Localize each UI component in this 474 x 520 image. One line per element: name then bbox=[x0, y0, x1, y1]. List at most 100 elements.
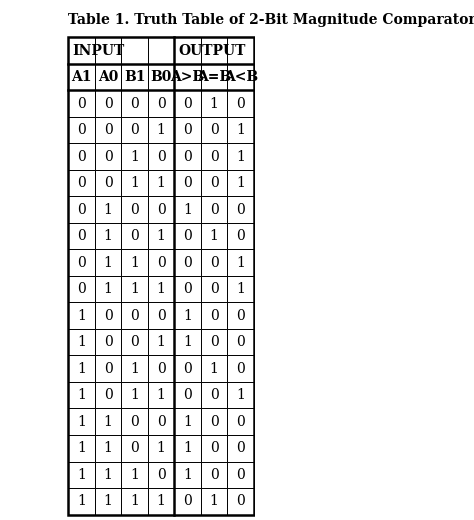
Text: 0: 0 bbox=[130, 203, 139, 217]
Bar bbox=[68, 382, 95, 409]
Text: 1: 1 bbox=[236, 282, 245, 296]
Bar bbox=[174, 276, 201, 303]
Text: 1: 1 bbox=[104, 495, 112, 509]
Bar bbox=[95, 356, 121, 382]
Text: 1: 1 bbox=[104, 441, 112, 456]
Bar bbox=[148, 170, 174, 197]
Bar bbox=[68, 250, 95, 276]
Text: 0: 0 bbox=[210, 309, 219, 323]
Text: 1: 1 bbox=[77, 495, 86, 509]
Bar bbox=[201, 276, 228, 303]
Text: 1: 1 bbox=[183, 335, 192, 349]
Bar bbox=[148, 462, 174, 488]
Text: 0: 0 bbox=[130, 441, 139, 456]
Bar bbox=[201, 409, 228, 435]
Bar bbox=[68, 435, 95, 462]
Text: 0: 0 bbox=[237, 229, 245, 243]
Text: 0: 0 bbox=[104, 335, 112, 349]
Bar bbox=[148, 303, 174, 329]
Text: 1: 1 bbox=[236, 150, 245, 164]
Bar bbox=[228, 329, 254, 356]
Text: 1: 1 bbox=[77, 309, 86, 323]
Bar bbox=[228, 90, 254, 117]
Text: 0: 0 bbox=[210, 150, 219, 164]
Bar bbox=[228, 462, 254, 488]
Text: A<B: A<B bbox=[224, 70, 258, 84]
Bar bbox=[121, 329, 148, 356]
Bar bbox=[148, 435, 174, 462]
Text: 0: 0 bbox=[77, 150, 86, 164]
Text: 0: 0 bbox=[157, 468, 165, 482]
Text: 0: 0 bbox=[237, 495, 245, 509]
Text: 1: 1 bbox=[157, 229, 165, 243]
Text: 0: 0 bbox=[157, 362, 165, 376]
Bar bbox=[95, 276, 121, 303]
Bar bbox=[201, 250, 228, 276]
Text: 1: 1 bbox=[236, 176, 245, 190]
Bar bbox=[148, 250, 174, 276]
Bar bbox=[174, 144, 201, 170]
Bar bbox=[228, 382, 254, 409]
Text: 0: 0 bbox=[77, 282, 86, 296]
Text: 1: 1 bbox=[183, 415, 192, 429]
Text: 0: 0 bbox=[237, 362, 245, 376]
Bar bbox=[148, 276, 174, 303]
Text: 1: 1 bbox=[183, 441, 192, 456]
Text: 1: 1 bbox=[130, 176, 139, 190]
Text: 1: 1 bbox=[210, 229, 219, 243]
Text: 0: 0 bbox=[210, 256, 219, 270]
Text: 1: 1 bbox=[183, 309, 192, 323]
Bar bbox=[95, 409, 121, 435]
Text: 0: 0 bbox=[104, 388, 112, 402]
Bar bbox=[201, 144, 228, 170]
Text: 0: 0 bbox=[77, 229, 86, 243]
Text: 1: 1 bbox=[104, 282, 112, 296]
Text: 0: 0 bbox=[210, 335, 219, 349]
Text: 0: 0 bbox=[157, 203, 165, 217]
Bar bbox=[68, 303, 95, 329]
Text: 1: 1 bbox=[77, 415, 86, 429]
Text: 1: 1 bbox=[130, 256, 139, 270]
Bar bbox=[95, 37, 121, 64]
Text: INPUT: INPUT bbox=[73, 44, 125, 58]
Text: 0: 0 bbox=[157, 415, 165, 429]
Bar bbox=[148, 329, 174, 356]
Bar bbox=[68, 144, 95, 170]
Text: 0: 0 bbox=[210, 123, 219, 137]
Bar bbox=[201, 170, 228, 197]
Bar bbox=[174, 90, 201, 117]
Bar bbox=[68, 356, 95, 382]
Bar bbox=[68, 462, 95, 488]
Bar bbox=[68, 64, 95, 90]
Bar bbox=[148, 37, 174, 64]
Text: 1: 1 bbox=[130, 150, 139, 164]
Text: A0: A0 bbox=[98, 70, 118, 84]
Text: 0: 0 bbox=[237, 335, 245, 349]
Text: 1: 1 bbox=[77, 335, 86, 349]
Text: 1: 1 bbox=[104, 203, 112, 217]
Bar bbox=[121, 117, 148, 144]
Bar bbox=[148, 64, 174, 90]
Bar bbox=[95, 303, 121, 329]
Text: 1: 1 bbox=[130, 388, 139, 402]
Bar bbox=[121, 144, 148, 170]
Bar bbox=[121, 37, 148, 64]
Bar bbox=[121, 197, 148, 223]
Bar bbox=[174, 382, 201, 409]
Text: 0: 0 bbox=[237, 203, 245, 217]
Bar bbox=[201, 90, 228, 117]
Text: 0: 0 bbox=[104, 309, 112, 323]
Text: 0: 0 bbox=[183, 256, 192, 270]
Text: 0: 0 bbox=[130, 123, 139, 137]
Bar bbox=[228, 435, 254, 462]
Text: 0: 0 bbox=[183, 495, 192, 509]
Bar bbox=[228, 144, 254, 170]
Bar bbox=[121, 462, 148, 488]
Text: 0: 0 bbox=[157, 256, 165, 270]
Bar bbox=[174, 64, 201, 90]
Bar bbox=[174, 223, 201, 250]
Bar bbox=[174, 197, 201, 223]
Bar bbox=[95, 90, 121, 117]
Text: 0: 0 bbox=[183, 150, 192, 164]
Bar bbox=[174, 356, 201, 382]
